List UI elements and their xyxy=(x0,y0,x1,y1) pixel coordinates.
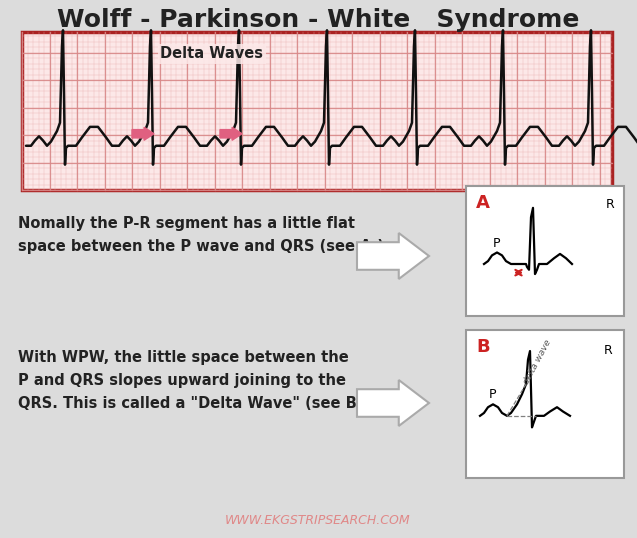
FancyBboxPatch shape xyxy=(466,186,624,316)
Polygon shape xyxy=(132,128,154,140)
Polygon shape xyxy=(220,128,242,140)
Text: P: P xyxy=(493,237,501,250)
Text: WWW.EKGSTRIPSEARCH.COM: WWW.EKGSTRIPSEARCH.COM xyxy=(225,513,411,527)
Text: R: R xyxy=(606,198,615,211)
Text: delta wave: delta wave xyxy=(522,338,553,386)
Text: Wolff - Parkinson - White   Syndrome: Wolff - Parkinson - White Syndrome xyxy=(57,8,579,32)
FancyBboxPatch shape xyxy=(466,330,624,478)
Polygon shape xyxy=(357,380,429,426)
Polygon shape xyxy=(357,233,429,279)
Text: Nomally the P-R segment has a little flat
space between the P wave and QRS (see : Nomally the P-R segment has a little fla… xyxy=(18,216,384,254)
Text: With WPW, the little space between the
P and QRS slopes upward joining to the
QR: With WPW, the little space between the P… xyxy=(18,350,369,410)
Text: B: B xyxy=(476,338,490,356)
Text: R: R xyxy=(604,344,613,357)
FancyBboxPatch shape xyxy=(22,32,612,190)
Text: P: P xyxy=(489,388,497,401)
Text: A: A xyxy=(476,194,490,212)
Text: Delta Waves: Delta Waves xyxy=(161,46,264,61)
